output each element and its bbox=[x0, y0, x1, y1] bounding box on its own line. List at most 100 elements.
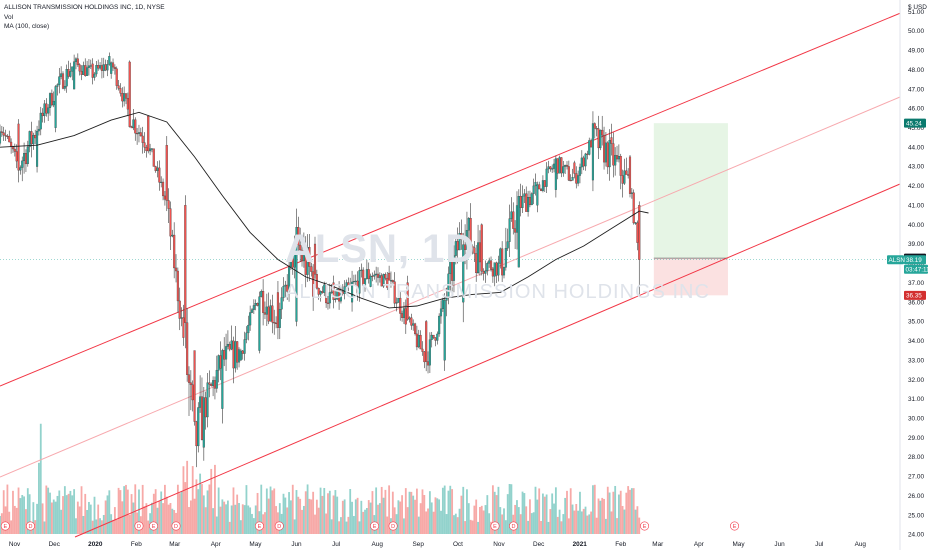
candle-body bbox=[347, 282, 350, 286]
volume-bar bbox=[566, 490, 568, 534]
candle-body bbox=[45, 103, 48, 114]
candle-body bbox=[560, 157, 563, 174]
legend-symbol[interactable]: ALLISON TRANSMISSION HOLDINGS INC, 1D, N… bbox=[4, 4, 165, 11]
volume-bar bbox=[341, 500, 344, 534]
candle-body bbox=[599, 129, 602, 149]
candle-body bbox=[212, 380, 215, 386]
candle-body bbox=[412, 323, 415, 326]
candle-body bbox=[265, 306, 268, 315]
candle-body bbox=[180, 317, 183, 319]
price-tick-label: 46.00 bbox=[908, 106, 924, 113]
volume-bar bbox=[45, 485, 48, 534]
volume-bar bbox=[434, 497, 437, 534]
candle-body bbox=[171, 234, 174, 237]
event-circle bbox=[254, 521, 264, 531]
volume-bar bbox=[204, 507, 207, 534]
candle-body bbox=[200, 396, 204, 441]
candle-body bbox=[78, 64, 81, 72]
volume-bar bbox=[540, 520, 542, 534]
time-tick-label: Aug bbox=[855, 541, 867, 548]
volume-bar bbox=[73, 489, 76, 534]
volume-bar bbox=[451, 489, 454, 534]
volume-bar bbox=[621, 505, 624, 534]
volume-bar bbox=[208, 484, 211, 534]
candle-body bbox=[402, 308, 405, 318]
event-marker: E bbox=[149, 521, 159, 531]
event-letter: D bbox=[512, 524, 516, 530]
event-marker: E bbox=[370, 521, 380, 531]
candle-body bbox=[438, 315, 441, 335]
candle-body bbox=[282, 285, 285, 298]
volume-bar bbox=[121, 501, 124, 534]
volume-bar bbox=[184, 482, 187, 534]
candle-body bbox=[111, 62, 115, 68]
candle-body bbox=[152, 148, 155, 167]
candle-body bbox=[523, 193, 526, 197]
volume-bar bbox=[343, 499, 346, 534]
candle-body bbox=[489, 260, 493, 270]
volume-bar bbox=[514, 504, 517, 534]
volume-bar bbox=[43, 521, 46, 534]
volume-bar bbox=[206, 490, 209, 534]
volume-bar bbox=[267, 498, 270, 534]
volume-bar bbox=[330, 519, 333, 534]
candle-body bbox=[375, 273, 378, 276]
volume-bar bbox=[440, 510, 442, 534]
volume-bar bbox=[364, 509, 366, 534]
volume-bar bbox=[243, 505, 246, 534]
volume-bar bbox=[428, 491, 431, 534]
event-marker: D bbox=[274, 521, 284, 531]
candle-body bbox=[258, 296, 261, 351]
candle-body bbox=[34, 134, 37, 139]
volume-bar bbox=[358, 521, 361, 534]
volume-bar bbox=[141, 484, 144, 534]
volume-bar bbox=[447, 490, 450, 534]
candle-body bbox=[567, 166, 570, 181]
volume-bar bbox=[386, 516, 389, 534]
volume-bar bbox=[614, 485, 617, 534]
candle-body bbox=[28, 131, 31, 148]
volume-bar bbox=[297, 496, 300, 534]
price-tick-label: 51.00 bbox=[908, 9, 924, 16]
candle-body bbox=[536, 184, 539, 206]
volume-bar bbox=[227, 500, 229, 534]
volume-bar bbox=[228, 521, 231, 534]
volume-bar bbox=[321, 495, 324, 534]
volume-bar bbox=[427, 508, 429, 534]
volume-bar bbox=[530, 513, 533, 534]
volume-bar bbox=[113, 507, 116, 534]
last-price-tag: 38.19 bbox=[906, 257, 922, 264]
volume-bar bbox=[338, 521, 340, 534]
candle-body bbox=[491, 269, 494, 277]
price-axis-background[interactable] bbox=[900, 0, 932, 550]
candle-body bbox=[202, 397, 205, 448]
candle-body bbox=[184, 205, 187, 323]
candle-body bbox=[564, 164, 567, 167]
volume-bar bbox=[401, 495, 403, 534]
volume-bar bbox=[516, 500, 518, 534]
candle-body bbox=[399, 297, 402, 314]
volume-bar bbox=[158, 501, 161, 534]
candle-body bbox=[436, 333, 439, 341]
volume-bar bbox=[154, 489, 157, 534]
volume-bar bbox=[214, 464, 216, 534]
candle-body bbox=[110, 62, 113, 74]
price-tick-label: 35.00 bbox=[908, 319, 924, 326]
candle-body bbox=[250, 309, 254, 313]
candle-body bbox=[273, 322, 276, 324]
legend-ma[interactable]: MA (100, close) bbox=[4, 23, 50, 30]
volume-bar bbox=[638, 517, 641, 534]
volume-bar bbox=[178, 493, 181, 534]
candle-body bbox=[584, 153, 587, 167]
candle-body bbox=[586, 153, 589, 155]
legend-volume[interactable]: Vol bbox=[4, 13, 14, 21]
time-tick-label: Nov bbox=[9, 541, 21, 548]
candle-body bbox=[132, 119, 135, 129]
candle-body bbox=[230, 340, 233, 350]
candle-body bbox=[11, 146, 15, 150]
volume-bar bbox=[517, 507, 520, 534]
volume-bar bbox=[484, 505, 487, 534]
chart-legend: ALLISON TRANSMISSION HOLDINGS INC, 1D, N… bbox=[4, 3, 165, 32]
